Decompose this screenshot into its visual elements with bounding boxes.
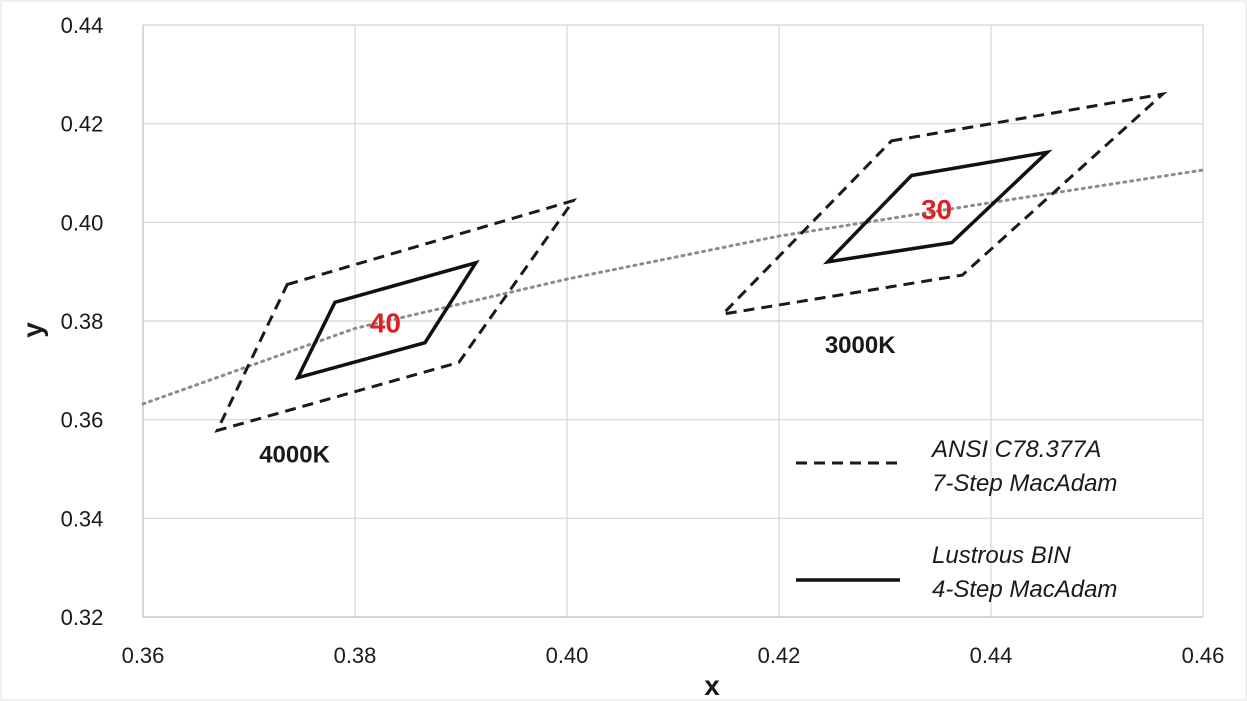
x-tick-label: 0.46 — [1182, 643, 1225, 668]
y-tick-label: 0.34 — [61, 506, 104, 531]
x-tick-label: 0.40 — [546, 643, 589, 668]
chromaticity-regions: 40 4000K 30 3000K — [214, 91, 1168, 469]
x-axis-title: x — [704, 670, 720, 701]
y-tick-label: 0.32 — [61, 605, 104, 630]
x-tick-label: 0.36 — [122, 643, 165, 668]
cct-label: 4000K — [259, 442, 330, 469]
x-axis-ticks: 0.36 0.38 0.40 0.42 0.44 0.46 — [122, 643, 1225, 668]
cct-label: 3000K — [825, 332, 896, 359]
legend-lustrous-line2: 4-Step MacAdam — [932, 576, 1117, 603]
y-tick-label: 0.38 — [61, 309, 104, 334]
legend-ansi-line1: ANSI C78.377A — [930, 436, 1101, 463]
ansi-7step-quadrangle — [214, 197, 578, 433]
blackbody-locus-line — [141, 168, 1205, 406]
y-tick-label: 0.42 — [61, 112, 104, 137]
y-axis-ticks: 0.32 0.34 0.36 0.38 0.40 0.42 0.44 — [61, 13, 104, 630]
legend-ansi-line2: 7-Step MacAdam — [932, 470, 1117, 497]
y-tick-label: 0.40 — [61, 210, 104, 235]
bin-label: 30 — [921, 194, 952, 225]
legend: ANSI C78.377A 7-Step MacAdam Lustrous BI… — [796, 436, 1117, 603]
blackbody-locus — [141, 168, 1205, 406]
lustrous-4step-quadrangle — [822, 149, 1053, 265]
x-tick-label: 0.42 — [758, 643, 801, 668]
y-tick-label: 0.44 — [61, 13, 104, 38]
x-tick-label: 0.44 — [970, 643, 1013, 668]
y-axis-title: y — [17, 322, 48, 338]
lustrous-4step-quadrangle — [294, 259, 480, 381]
legend-lustrous-line1: Lustrous BIN — [932, 542, 1071, 569]
x-tick-label: 0.38 — [334, 643, 377, 668]
gridlines — [142, 24, 1204, 618]
y-tick-label: 0.36 — [61, 408, 104, 433]
bin-label: 40 — [370, 307, 401, 338]
ansi-7step-quadrangle — [718, 91, 1168, 317]
